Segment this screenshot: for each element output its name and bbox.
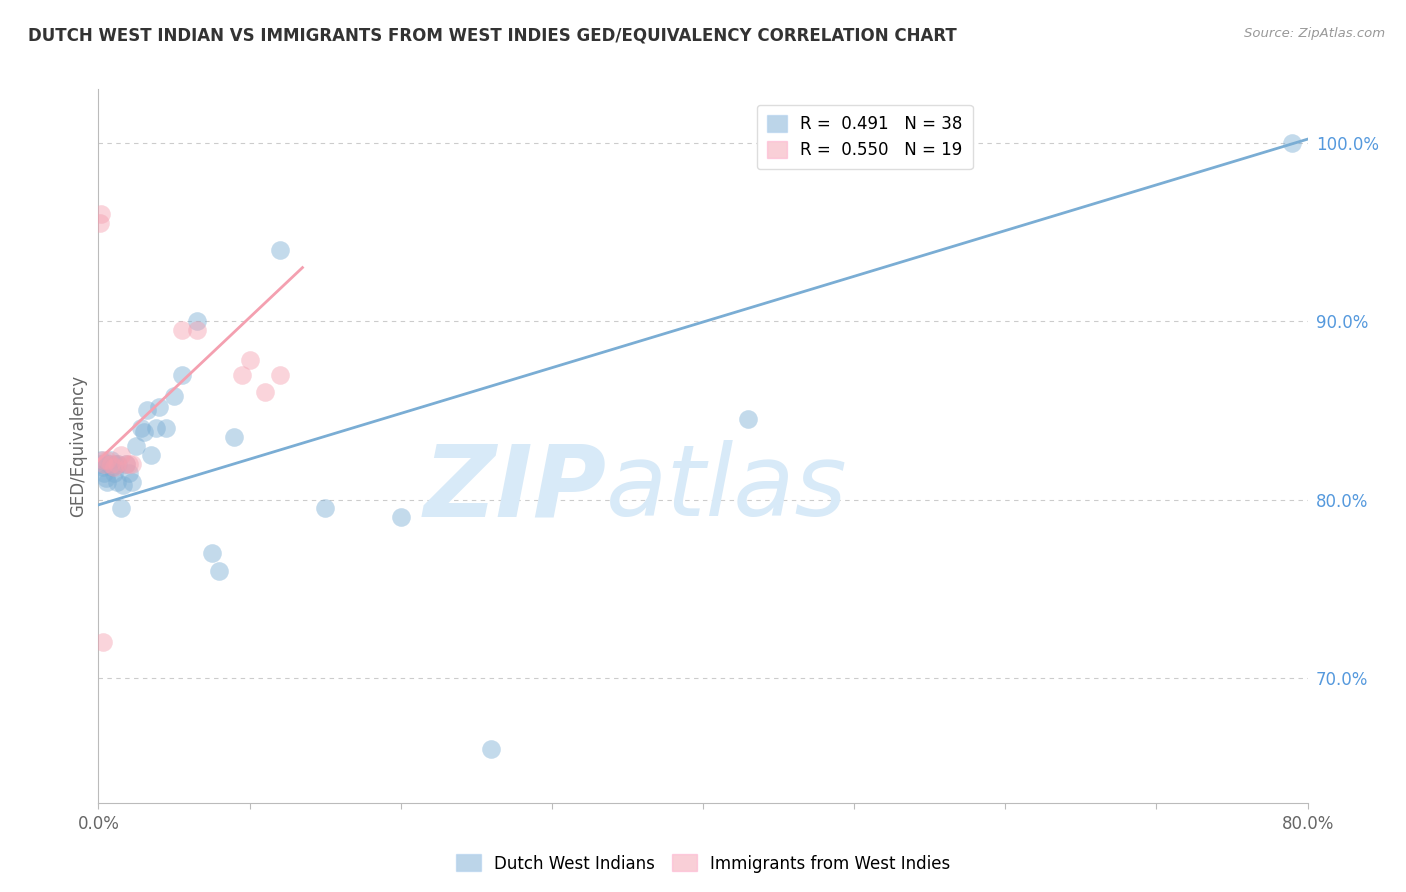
Point xyxy=(118,457,141,471)
Point xyxy=(101,460,124,475)
Point xyxy=(170,323,193,337)
Point xyxy=(253,385,276,400)
Point xyxy=(132,425,155,439)
Y-axis label: GED/Equivalency: GED/Equivalency xyxy=(69,375,87,517)
Point xyxy=(186,314,208,328)
Point xyxy=(481,742,503,756)
Point xyxy=(90,207,112,221)
Point xyxy=(239,353,262,368)
Point xyxy=(121,475,143,489)
Point xyxy=(1281,136,1303,150)
Point xyxy=(90,453,112,467)
Point xyxy=(231,368,253,382)
Point xyxy=(96,453,118,467)
Text: Source: ZipAtlas.com: Source: ZipAtlas.com xyxy=(1244,27,1385,40)
Point xyxy=(104,457,127,471)
Point xyxy=(111,478,134,492)
Point xyxy=(91,453,114,467)
Point xyxy=(141,448,163,462)
Point xyxy=(114,457,136,471)
Point xyxy=(129,421,152,435)
Point xyxy=(91,635,114,649)
Point xyxy=(93,457,115,471)
Legend: R =  0.491   N = 38, R =  0.550   N = 19: R = 0.491 N = 38, R = 0.550 N = 19 xyxy=(756,104,973,169)
Point xyxy=(100,453,122,467)
Point xyxy=(389,510,412,524)
Legend: Dutch West Indians, Immigrants from West Indies: Dutch West Indians, Immigrants from West… xyxy=(449,847,957,880)
Point xyxy=(105,457,128,471)
Point xyxy=(737,412,759,426)
Point xyxy=(110,448,132,462)
Point xyxy=(201,546,224,560)
Point xyxy=(170,368,193,382)
Point xyxy=(105,475,128,489)
Point xyxy=(208,564,231,578)
Point xyxy=(121,457,143,471)
Point xyxy=(114,457,136,471)
Point xyxy=(107,457,129,471)
Point xyxy=(100,457,122,471)
Point xyxy=(110,501,132,516)
Point xyxy=(269,243,291,257)
Text: atlas: atlas xyxy=(606,441,848,537)
Point xyxy=(155,421,177,435)
Point xyxy=(89,216,111,230)
Point xyxy=(96,475,118,489)
Point xyxy=(125,439,148,453)
Point xyxy=(94,471,117,485)
Point xyxy=(98,457,121,471)
Point xyxy=(145,421,167,435)
Point xyxy=(89,457,111,471)
Point xyxy=(163,389,186,403)
Point xyxy=(93,466,115,480)
Point xyxy=(118,466,141,480)
Point xyxy=(91,460,114,475)
Point xyxy=(186,323,208,337)
Point xyxy=(224,430,246,444)
Point xyxy=(103,466,125,480)
Point xyxy=(314,501,336,516)
Point xyxy=(103,460,125,475)
Point xyxy=(269,368,291,382)
Point xyxy=(148,400,170,414)
Text: DUTCH WEST INDIAN VS IMMIGRANTS FROM WEST INDIES GED/EQUIVALENCY CORRELATION CHA: DUTCH WEST INDIAN VS IMMIGRANTS FROM WES… xyxy=(28,27,957,45)
Point xyxy=(135,403,157,417)
Text: ZIP: ZIP xyxy=(423,441,606,537)
